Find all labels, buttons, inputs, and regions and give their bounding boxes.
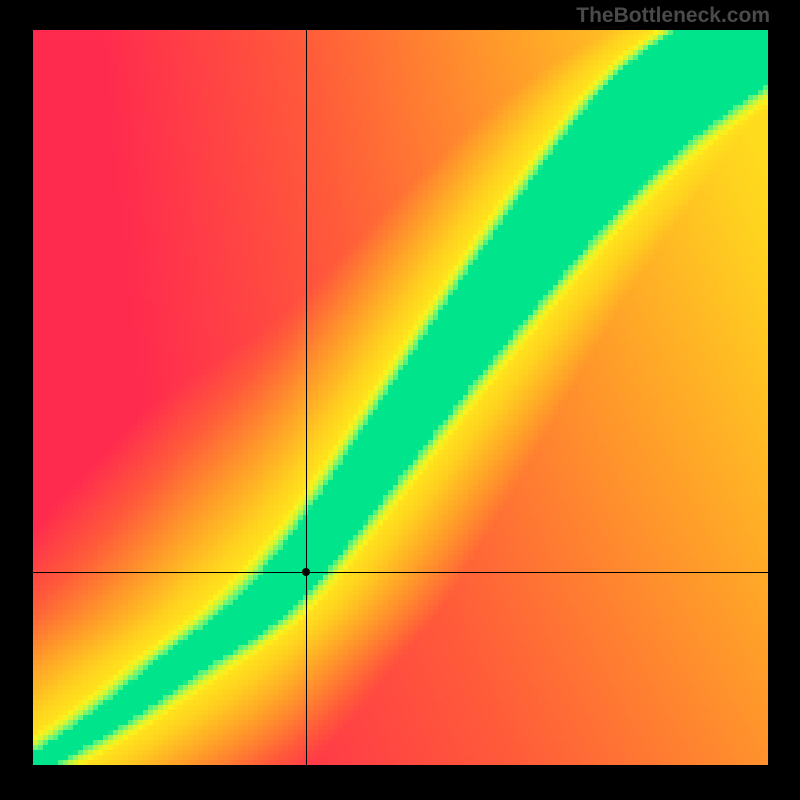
- crosshair-vertical: [306, 30, 307, 765]
- crosshair-horizontal: [33, 572, 768, 573]
- bottleneck-heatmap: [33, 30, 768, 765]
- watermark-text: TheBottleneck.com: [576, 4, 770, 28]
